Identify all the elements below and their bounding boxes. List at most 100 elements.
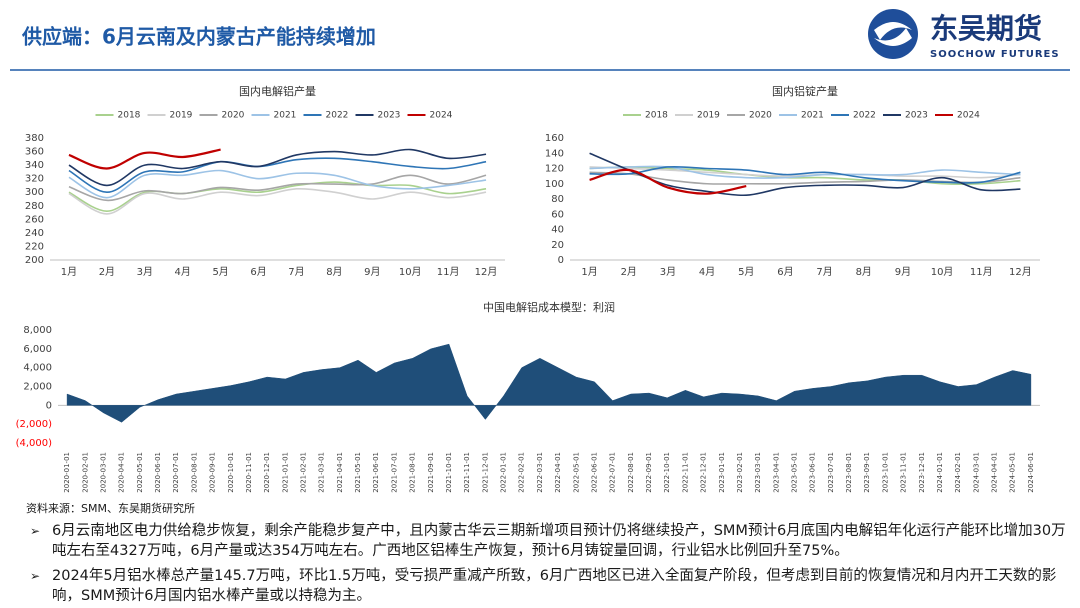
y-tick-label: 100 xyxy=(545,179,564,190)
x-tick-label: 2021-09-01 xyxy=(427,452,435,493)
legend-label: 2020 xyxy=(222,111,245,121)
x-tick-label: 2023-01-01 xyxy=(718,452,726,493)
y-tick-label: 120 xyxy=(545,164,564,175)
y-tick-label: 160 xyxy=(545,133,564,144)
x-tick-label: 2022-08-01 xyxy=(627,452,635,493)
x-tick-label: 2021-08-01 xyxy=(409,452,417,493)
x-tick-label: 8月 xyxy=(856,266,872,278)
y-tick-label: (4,000) xyxy=(16,438,53,449)
y-tick-label: 300 xyxy=(25,187,44,198)
x-tick-label: 2022-07-01 xyxy=(609,452,617,493)
y-tick-label: 0 xyxy=(46,400,52,411)
bullet-text: 6月云南地区电力供给稳步恢复，剩余产能稳步复产中，且内蒙古华云三期新增项目预计仍… xyxy=(52,523,1066,559)
x-tick-label: 2020-08-01 xyxy=(190,452,198,493)
series-line xyxy=(68,148,221,170)
y-tick-label: 340 xyxy=(25,160,44,171)
y-tick-label: 140 xyxy=(545,148,564,159)
bullet: ➢ 2024年5月铝水棒总产量145.7万吨，环比1.5万吨，受亏损严重减产所致，… xyxy=(30,568,1057,604)
series-line xyxy=(589,166,1021,185)
x-tick-label: 2021-03-01 xyxy=(318,452,326,493)
x-tick-label: 2021-06-01 xyxy=(372,452,380,493)
y-tick-label: 80 xyxy=(551,194,564,205)
legend-label: 2024 xyxy=(430,111,453,121)
x-tick-label: 2021-04-01 xyxy=(336,452,344,493)
y-tick-label: 2,000 xyxy=(23,382,52,393)
x-tick-label: 12月 xyxy=(475,266,498,278)
x-tick-label: 2024-01-01 xyxy=(936,452,944,493)
x-tick-label: 2021-01-01 xyxy=(281,452,289,493)
x-tick-label: 2023-05-01 xyxy=(791,452,799,493)
x-tick-label: 2022-06-01 xyxy=(590,452,598,493)
series-line xyxy=(589,152,1021,197)
x-tick-label: 5月 xyxy=(212,266,228,278)
legend-label: 2019 xyxy=(697,111,720,121)
x-tick-label: 11月 xyxy=(437,266,460,278)
x-tick-label: 6月 xyxy=(777,266,793,278)
y-tick-label: 260 xyxy=(25,214,44,225)
x-tick-label: 2020-12-01 xyxy=(263,452,271,493)
x-tick-label: 2020-09-01 xyxy=(209,452,217,493)
x-tick-label: 2023-07-01 xyxy=(827,452,835,493)
y-tick-label: 8,000 xyxy=(23,325,52,336)
x-tick-label: 2021-11-01 xyxy=(463,452,471,493)
x-tick-label: 2024-04-01 xyxy=(991,452,999,493)
y-tick-label: 360 xyxy=(25,147,44,158)
x-tick-label: 2022-04-01 xyxy=(554,452,562,493)
series-line xyxy=(589,168,747,195)
x-tick-label: 2024-02-01 xyxy=(954,452,962,493)
y-tick-label: 380 xyxy=(25,133,44,144)
x-tick-label: 7月 xyxy=(816,266,832,278)
x-tick-label: 2023-03-01 xyxy=(754,452,762,493)
x-tick-label: 9月 xyxy=(364,266,380,278)
x-tick-label: 6月 xyxy=(250,266,266,278)
legend-label: 2018 xyxy=(118,111,141,121)
x-tick-label: 3月 xyxy=(660,266,676,278)
y-tick-label: 220 xyxy=(25,241,44,252)
series-line xyxy=(68,169,487,199)
x-tick-label: 2022-03-01 xyxy=(536,452,544,493)
x-tick-label: 4月 xyxy=(699,266,715,278)
x-tick-label: 2022-11-01 xyxy=(681,452,689,493)
x-tick-label: 2023-09-01 xyxy=(863,452,871,493)
x-tick-label: 2022-10-01 xyxy=(663,452,671,493)
x-tick-label: 2021-12-01 xyxy=(481,452,489,493)
legend-label: 2019 xyxy=(170,111,193,121)
y-tick-label: 0 xyxy=(558,255,564,266)
legend-label: 2023 xyxy=(378,111,401,121)
x-tick-label: 12月 xyxy=(1009,266,1032,278)
bullet-text: 2024年5月铝水棒总产量145.7万吨，环比1.5万吨，受亏损严重减产所致，6… xyxy=(52,568,1057,604)
legend-label: 2020 xyxy=(749,111,772,121)
x-tick-label: 8月 xyxy=(326,266,342,278)
legend-label: 2022 xyxy=(853,111,876,121)
series-line xyxy=(68,174,487,202)
logo-en: SOOCHOW FUTURES xyxy=(930,49,1060,60)
legend-label: 2021 xyxy=(274,111,297,121)
x-tick-label: 2021-02-01 xyxy=(300,452,308,493)
x-tick-label: 2022-09-01 xyxy=(645,452,653,493)
logo-cn: 东吴期货 xyxy=(930,12,1042,45)
x-tick-label: 2020-07-01 xyxy=(172,452,180,493)
x-tick-label: 2021-07-01 xyxy=(390,452,398,493)
x-tick-label: 3月 xyxy=(137,266,153,278)
legend-label: 2023 xyxy=(905,111,928,121)
x-tick-label: 5月 xyxy=(738,266,754,278)
chart-title: 国内电解铝产量 xyxy=(239,84,316,98)
y-tick-label: 6,000 xyxy=(23,344,52,355)
x-tick-label: 2023-11-01 xyxy=(900,452,908,493)
x-tick-label: 2020-10-01 xyxy=(227,452,235,493)
series-line xyxy=(68,148,487,187)
x-tick-label: 11月 xyxy=(970,266,993,278)
x-tick-label: 2022-05-01 xyxy=(572,452,580,493)
x-tick-label: 2020-03-01 xyxy=(99,452,107,493)
x-tick-label: 2022-12-01 xyxy=(700,452,708,493)
x-tick-label: 10月 xyxy=(399,266,422,278)
x-tick-label: 10月 xyxy=(931,266,954,278)
y-tick-label: 4,000 xyxy=(23,363,52,374)
bullet: ➢ 6月云南地区电力供给稳步恢复，剩余产能稳步复产中，且内蒙古华云三期新增项目预计… xyxy=(30,523,1066,559)
y-tick-label: 280 xyxy=(25,201,44,212)
series-line xyxy=(68,187,487,215)
x-tick-label: 2024-03-01 xyxy=(972,452,980,493)
x-tick-label: 2024-06-01 xyxy=(1027,452,1035,493)
x-tick-label: 1月 xyxy=(61,266,77,278)
y-tick-label: 240 xyxy=(25,228,44,239)
